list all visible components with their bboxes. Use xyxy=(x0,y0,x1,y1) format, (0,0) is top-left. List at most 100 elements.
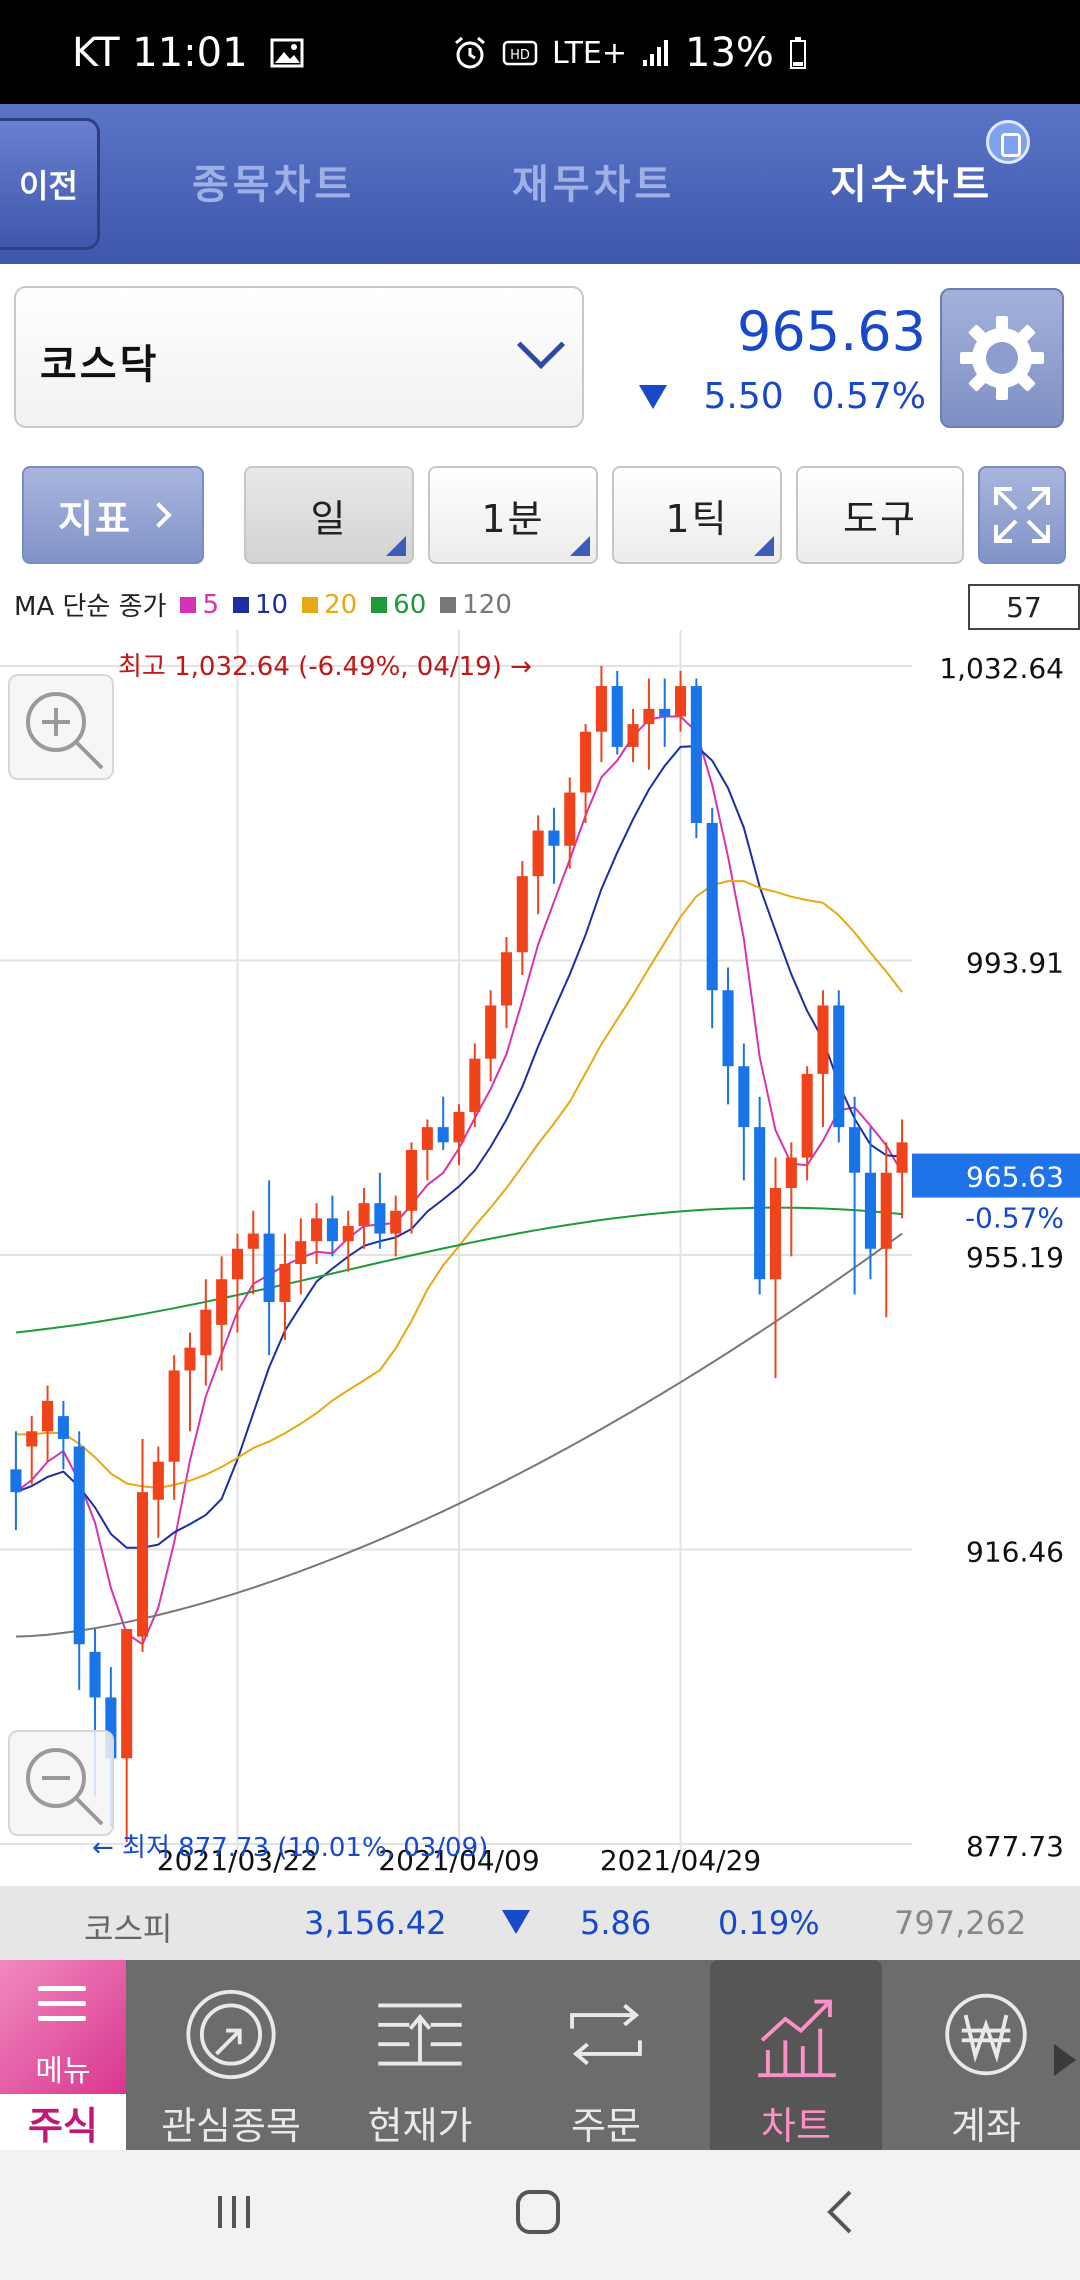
period-minute-label: 1분 xyxy=(481,496,545,541)
refresh-icon[interactable] xyxy=(986,120,1030,164)
dropdown-corner-icon xyxy=(570,536,590,556)
current-price: 965.63 xyxy=(737,300,926,363)
zoom-in-button[interactable] xyxy=(8,674,114,780)
candle-body xyxy=(659,708,671,717)
candle-body xyxy=(785,1157,797,1188)
candle-body xyxy=(26,1431,38,1447)
indicator-label: 지표 xyxy=(58,496,132,541)
candle-body xyxy=(849,1127,861,1173)
candlestick-chart[interactable]: 1,032.64 993.91 955.19 916.46 877.73 2021/03/… xyxy=(0,630,1080,1886)
tab-index-chart[interactable]: 지수차트 xyxy=(830,162,994,208)
nav-order[interactable]: 주문 xyxy=(526,1960,686,2150)
period-day-button[interactable]: 일 xyxy=(244,466,414,564)
back-nav-icon[interactable] xyxy=(820,2188,860,2236)
hamburger-icon xyxy=(38,1986,86,2031)
legend-ma20: 20 xyxy=(324,589,358,620)
legend-ma120: 120 xyxy=(462,589,512,620)
nav-watchlist-label: 관심종목 xyxy=(161,2104,301,2148)
period-tick-button[interactable]: 1틱 xyxy=(612,466,782,564)
legend-ma5: 5 xyxy=(202,589,219,620)
index-name: 코스닥 xyxy=(40,342,160,388)
low-annotation: ← 최저 877.73 (10.01%, 03/09) xyxy=(92,1833,488,1863)
y-axis-label: 916.46 xyxy=(966,1535,1064,1568)
won-currency-icon xyxy=(945,1993,1027,2076)
recent-apps-icon[interactable] xyxy=(212,2190,256,2234)
candle-body xyxy=(263,1233,275,1303)
candle-body xyxy=(216,1279,228,1325)
candle-body xyxy=(469,1058,481,1112)
zoom-out-icon xyxy=(26,1748,104,1826)
candle-body xyxy=(896,1142,908,1173)
chart-toolbar: 지표 일 1분 1틱 도구 xyxy=(0,448,1080,576)
candle-body xyxy=(73,1446,85,1645)
stock-category-tab[interactable]: 주식 xyxy=(0,2094,126,2150)
legend-swatch-ma120 xyxy=(440,596,457,613)
change-percent: 0.57% xyxy=(811,376,926,417)
candle-body xyxy=(643,708,655,725)
index-dropdown[interactable]: 코스닥 xyxy=(14,286,584,428)
indicator-button[interactable]: 지표 xyxy=(22,466,204,564)
candle-body xyxy=(247,1233,259,1249)
network-label: LTE+ xyxy=(552,35,627,71)
tab-stock-chart[interactable]: 종목차트 xyxy=(192,162,356,208)
nav-chart[interactable]: 차트 xyxy=(710,1960,882,2150)
candle-body xyxy=(880,1172,892,1249)
home-icon[interactable] xyxy=(514,2188,562,2236)
candle-body xyxy=(184,1347,196,1371)
tab-financial-chart[interactable]: 재무차트 xyxy=(512,162,676,208)
candle-body xyxy=(374,1203,386,1234)
period-tick-label: 1틱 xyxy=(665,496,729,541)
candle-body xyxy=(769,1187,782,1280)
nav-watchlist[interactable]: 관심종목 xyxy=(146,1960,316,2150)
y-axis-label: 993.91 xyxy=(966,947,1064,980)
settings-button[interactable] xyxy=(940,288,1064,428)
zoom-out-button[interactable] xyxy=(8,1730,114,1836)
tools-label: 도구 xyxy=(843,496,917,541)
kospi-label: 코스피 xyxy=(84,1910,173,1948)
x-axis-label: 2021/04/29 xyxy=(600,1844,761,1877)
price-change-row: 5.50 0.57% xyxy=(639,376,926,417)
nav-account-label: 계좌 xyxy=(951,2104,1021,2148)
candle-body xyxy=(200,1309,212,1356)
dropdown-corner-icon xyxy=(754,536,774,556)
candle-body xyxy=(690,686,702,823)
candle-body xyxy=(675,686,687,717)
candle-body xyxy=(722,990,734,1067)
battery-icon xyxy=(789,37,806,69)
hd-voice-icon: HD xyxy=(502,40,538,66)
candle-body xyxy=(833,1005,845,1128)
ma-line-10 xyxy=(15,745,903,1549)
tools-button[interactable]: 도구 xyxy=(796,466,964,564)
alarm-icon xyxy=(455,36,485,69)
candle-body xyxy=(89,1651,101,1698)
y-axis-label: 877.73 xyxy=(966,1830,1064,1863)
kospi-value: 3,156.42 xyxy=(304,1904,447,1942)
visible-count-box[interactable]: 57 xyxy=(968,584,1080,630)
candle-body xyxy=(121,1629,133,1759)
candle-body xyxy=(279,1264,291,1303)
down-arrow-icon xyxy=(502,1910,530,1934)
chart-legend: MA 단순 종가 5 10 20 60 120 xyxy=(14,586,512,623)
x-axis-label: 2021/04/09 xyxy=(378,1844,539,1877)
candle-body xyxy=(326,1218,338,1242)
nav-current-price[interactable]: 현재가 xyxy=(340,1960,500,2150)
period-minute-button[interactable]: 1분 xyxy=(428,466,598,564)
legend-swatch-ma5 xyxy=(180,596,197,613)
nav-account[interactable]: 계좌 xyxy=(906,1960,1066,2150)
candle-body xyxy=(231,1248,243,1280)
legend-swatch-ma20 xyxy=(302,596,319,613)
chart-icon xyxy=(758,1999,836,2078)
status-bar: KT 11:01 HD LTE+ 13% xyxy=(0,0,1080,104)
menu-button[interactable]: 메뉴 xyxy=(0,1960,126,2094)
fullscreen-button[interactable] xyxy=(978,466,1066,564)
back-button[interactable]: 이전 xyxy=(0,118,100,250)
candle-body xyxy=(801,1073,813,1158)
chevron-right-icon[interactable] xyxy=(1054,2044,1076,2076)
gear-icon xyxy=(960,316,1044,400)
candle-body xyxy=(152,1461,164,1500)
candle-body xyxy=(437,1127,449,1143)
change-value: 5.50 xyxy=(703,376,784,417)
kospi-strip[interactable]: 코스피 3,156.42 5.86 0.19% 797,262 xyxy=(0,1886,1080,1960)
y-axis-label: 1,032.64 xyxy=(939,652,1064,685)
legend-ma60: 60 xyxy=(393,589,427,620)
